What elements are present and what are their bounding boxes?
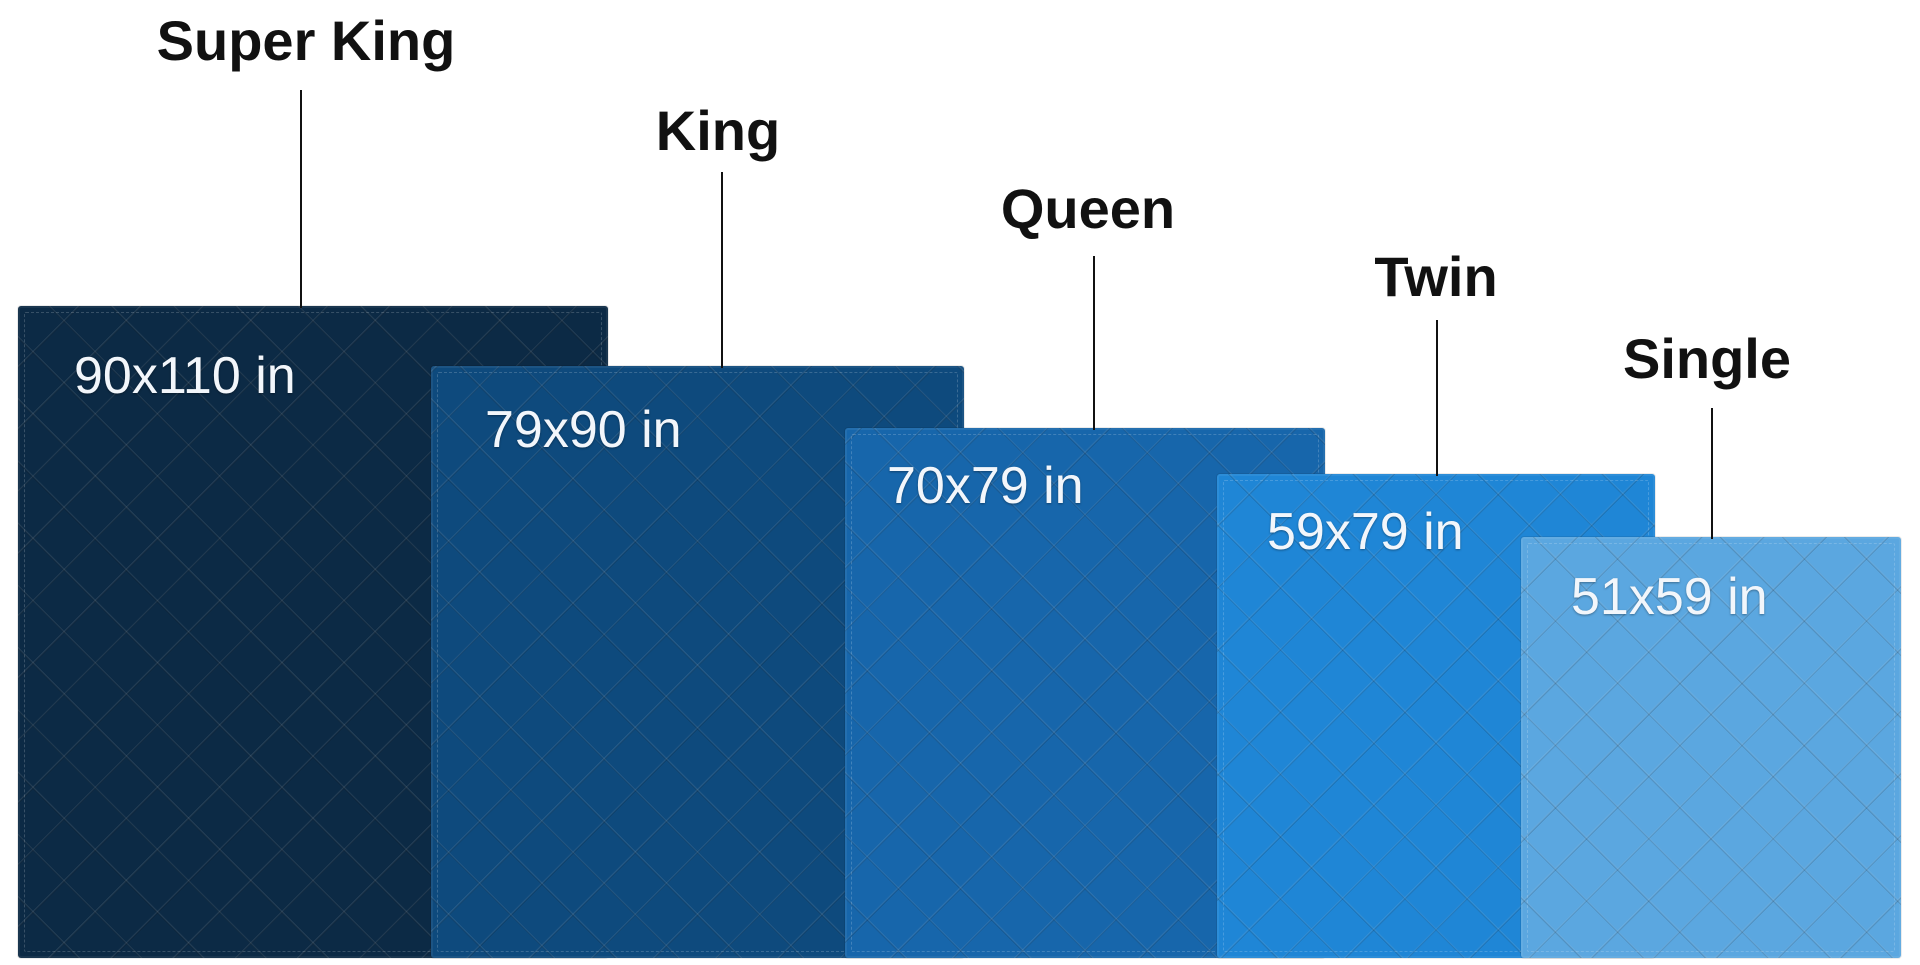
name-label-queen: Queen: [1000, 177, 1176, 240]
quilt-pattern: [1521, 537, 1901, 958]
leader-line-king: [721, 172, 723, 368]
name-label-twin: Twin: [1374, 245, 1498, 308]
size-label-super-king: 90x110 in: [74, 347, 296, 405]
leader-line-queen: [1093, 256, 1095, 430]
leader-line-single: [1711, 408, 1713, 539]
size-label-single: 51x59 in: [1571, 568, 1768, 626]
quilt-hem: [1527, 543, 1895, 952]
name-label-king: King: [655, 99, 781, 162]
quilt-single: 51x59 in: [1521, 537, 1901, 958]
name-label-super-king: Super King: [156, 9, 456, 72]
size-label-twin: 59x79 in: [1267, 503, 1464, 561]
size-label-queen: 70x79 in: [887, 457, 1084, 515]
leader-line-super-king: [300, 90, 302, 308]
size-label-king: 79x90 in: [485, 401, 682, 459]
leader-line-twin: [1436, 320, 1438, 476]
name-label-single: Single: [1622, 327, 1792, 390]
